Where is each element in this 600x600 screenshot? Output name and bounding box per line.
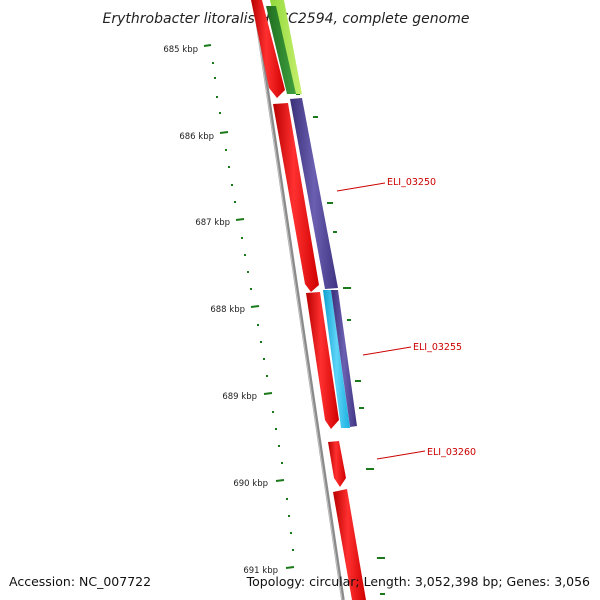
gene-block-dark-green <box>266 6 296 94</box>
scale-dot <box>225 149 227 151</box>
scale-tick-label: 691 kbp <box>243 566 278 576</box>
scale-dot <box>260 341 262 343</box>
gene-block-cyan <box>323 290 350 428</box>
scale-tick-label: 687 kbp <box>195 218 230 228</box>
scale-dot <box>231 184 233 186</box>
scale-dot <box>257 324 259 326</box>
gene-block-purple <box>331 290 357 427</box>
gene-block-purple <box>290 98 338 289</box>
scale-tick-mark <box>235 218 245 221</box>
gene-arrow-red <box>306 292 339 429</box>
genome-backbone <box>252 0 345 600</box>
genome-summary-text: Topology: circular; Length: 3,052,398 bp… <box>246 574 590 589</box>
scale-dot <box>286 498 288 500</box>
scale-dot <box>212 62 214 64</box>
scale-tick-label: 689 kbp <box>222 392 257 402</box>
scale-dot <box>234 201 236 203</box>
scale-dot <box>272 411 274 413</box>
scale-tick-mark <box>219 131 229 134</box>
gene-label-ELI_03250[interactable]: ELI_03250 <box>387 177 436 188</box>
scale-ticks: 685 kbp 686 kbp 687 kbp 688 kbp 689 kbp … <box>163 44 295 576</box>
scale-tick-mark <box>285 566 295 569</box>
gene-label-ELI_03255[interactable]: ELI_03255 <box>413 342 462 353</box>
scale-dot <box>216 96 218 98</box>
scale-dot <box>290 532 292 534</box>
gene-arrow-red <box>273 103 319 292</box>
scale-dot <box>288 515 290 517</box>
gene-leader-line <box>376 450 426 460</box>
gene-arrow-red <box>328 441 346 487</box>
scale-tick-label: 686 kbp <box>179 132 214 142</box>
scale-tick-label: 688 kbp <box>210 305 245 315</box>
scale-dot <box>247 271 249 273</box>
scale-tick-label: 690 kbp <box>233 479 268 489</box>
scale-dot <box>266 375 268 377</box>
genome-backbone-highlight <box>252 0 343 600</box>
scale-dot <box>241 237 243 239</box>
gene-label-ELI_03260[interactable]: ELI_03260 <box>427 447 476 458</box>
scale-dot <box>228 166 230 168</box>
scale-tick-mark <box>250 305 260 308</box>
scale-track <box>212 62 294 551</box>
scale-dot <box>250 288 252 290</box>
scale-dot <box>292 549 294 551</box>
scale-tick-mark <box>275 479 285 482</box>
scale-dot <box>244 254 246 256</box>
scale-dot <box>214 77 216 79</box>
scale-dot <box>278 445 280 447</box>
gene-leader-line <box>362 346 412 356</box>
scale-tick-label: 685 kbp <box>163 45 198 55</box>
scale-dot <box>281 462 283 464</box>
scale-dot <box>275 428 277 430</box>
scale-dot <box>263 358 265 360</box>
gene-block-red <box>333 489 366 600</box>
accession-text: Accession: NC_007722 <box>9 574 151 589</box>
scale-tick-mark <box>263 392 273 395</box>
gene-leader-line <box>336 182 386 192</box>
scale-dot <box>219 112 221 114</box>
gene-arrow-red <box>251 0 285 98</box>
scale-tick-mark <box>203 44 212 47</box>
